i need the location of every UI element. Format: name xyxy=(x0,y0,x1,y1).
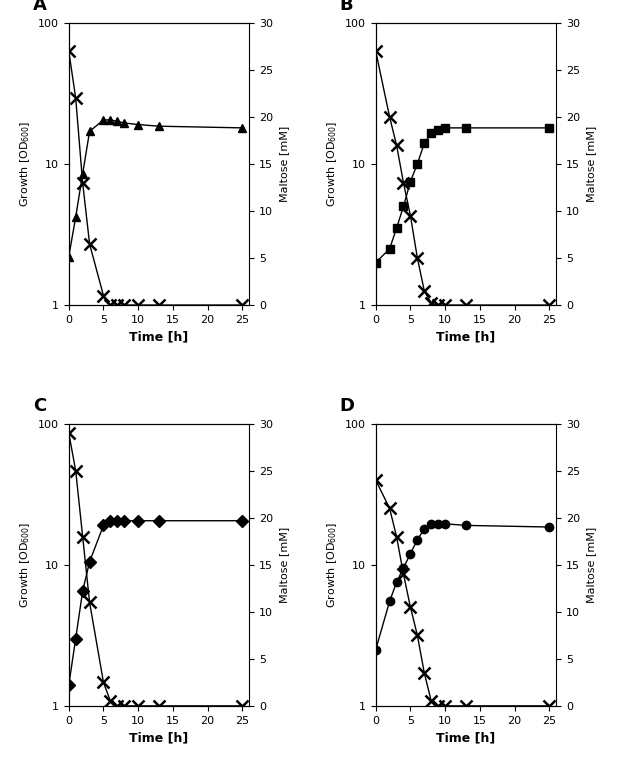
Y-axis label: Maltose [mM]: Maltose [mM] xyxy=(586,126,596,202)
X-axis label: Time [h]: Time [h] xyxy=(436,731,496,744)
X-axis label: Time [h]: Time [h] xyxy=(436,330,496,343)
Y-axis label: Growth [OD$_{600}$]: Growth [OD$_{600}$] xyxy=(326,121,339,207)
Y-axis label: Growth [OD$_{600}$]: Growth [OD$_{600}$] xyxy=(19,121,32,207)
Y-axis label: Maltose [mM]: Maltose [mM] xyxy=(586,527,596,603)
Text: D: D xyxy=(339,397,354,415)
Y-axis label: Growth [OD$_{600}$]: Growth [OD$_{600}$] xyxy=(326,521,339,608)
X-axis label: Time [h]: Time [h] xyxy=(129,330,189,343)
Y-axis label: Maltose [mM]: Maltose [mM] xyxy=(279,527,289,603)
X-axis label: Time [h]: Time [h] xyxy=(129,731,189,744)
Y-axis label: Growth [OD$_{600}$]: Growth [OD$_{600}$] xyxy=(19,521,32,608)
Text: C: C xyxy=(32,397,46,415)
Text: B: B xyxy=(339,0,353,14)
Text: A: A xyxy=(32,0,46,14)
Y-axis label: Maltose [mM]: Maltose [mM] xyxy=(279,126,289,202)
